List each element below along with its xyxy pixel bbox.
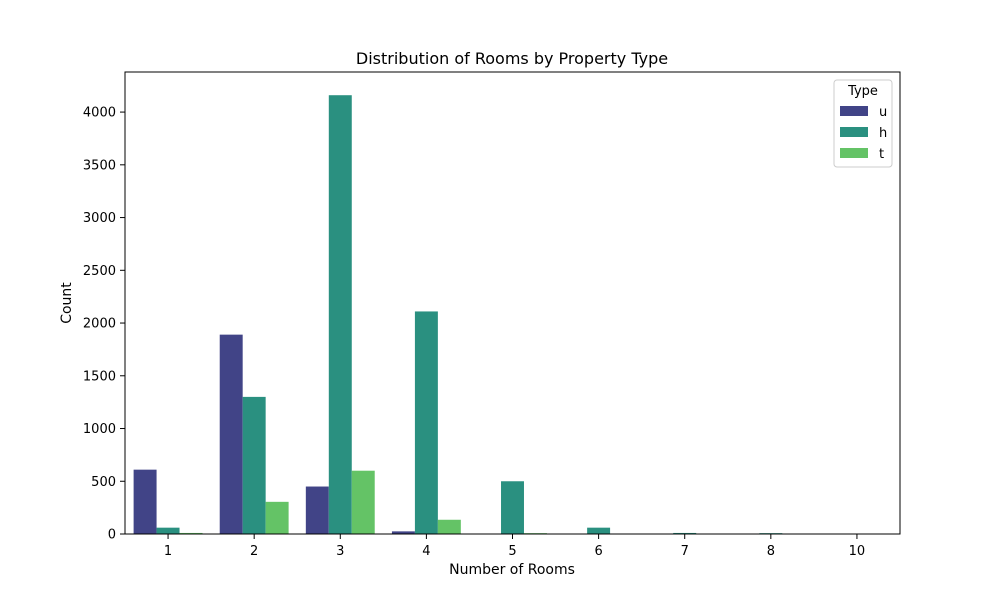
bar-u-4 bbox=[391, 531, 415, 534]
y-tick-label: 2500 bbox=[83, 264, 116, 279]
y-tick-label: 0 bbox=[108, 528, 116, 543]
bar-t-2 bbox=[265, 501, 289, 534]
bar-u-3 bbox=[305, 486, 329, 534]
x-tick-label: 1 bbox=[164, 544, 172, 559]
bars-layer bbox=[133, 95, 869, 535]
chart-title: Distribution of Rooms by Property Type bbox=[356, 49, 668, 68]
bar-t-3 bbox=[351, 470, 375, 534]
bar-h-1 bbox=[156, 527, 180, 534]
bar-t-1 bbox=[179, 532, 203, 534]
legend-label-h: h bbox=[879, 126, 887, 141]
y-tick-label: 2000 bbox=[83, 317, 116, 332]
bar-u-2 bbox=[219, 334, 243, 534]
legend-title: Type bbox=[847, 84, 878, 99]
y-tick-label: 3500 bbox=[83, 158, 116, 173]
y-tick-label: 4000 bbox=[83, 106, 116, 121]
x-tick-label: 3 bbox=[336, 544, 344, 559]
x-tick-label: 5 bbox=[508, 544, 516, 559]
bar-h-3 bbox=[328, 95, 352, 535]
legend-label-t: t bbox=[879, 147, 884, 162]
legend-swatch-h bbox=[840, 127, 868, 137]
x-tick-label: 8 bbox=[767, 544, 775, 559]
bar-t-4 bbox=[437, 519, 461, 534]
bar-h-7 bbox=[673, 532, 697, 534]
y-tick-label: 500 bbox=[91, 475, 116, 490]
x-tick-label: 6 bbox=[594, 544, 602, 559]
bar-h-4 bbox=[414, 311, 438, 534]
y-axis-label: Count bbox=[59, 282, 75, 324]
bar-h-6 bbox=[587, 527, 611, 534]
bar-h-5 bbox=[501, 481, 524, 534]
bar-u-1 bbox=[133, 469, 157, 534]
y-tick-label: 3000 bbox=[83, 211, 116, 226]
x-axis-label: Number of Rooms bbox=[449, 562, 575, 578]
x-tick-label: 7 bbox=[681, 544, 689, 559]
x-tick-label: 2 bbox=[250, 544, 258, 559]
y-tick-label: 1000 bbox=[83, 422, 116, 437]
legend-swatch-u bbox=[840, 106, 868, 116]
legend-label-u: u bbox=[879, 105, 887, 120]
legend-box bbox=[833, 79, 893, 168]
legend-swatch-t bbox=[840, 148, 868, 158]
x-tick-label: 10 bbox=[849, 544, 866, 559]
y-tick-label: 1500 bbox=[83, 369, 116, 384]
x-tick-label: 4 bbox=[422, 544, 430, 559]
axes-layer: 1 2 3 4 5 6 7 8 10 0 500 1000 1500 2000 2500 3000 3500 40… bbox=[83, 71, 901, 559]
bar-h-2 bbox=[242, 396, 266, 534]
